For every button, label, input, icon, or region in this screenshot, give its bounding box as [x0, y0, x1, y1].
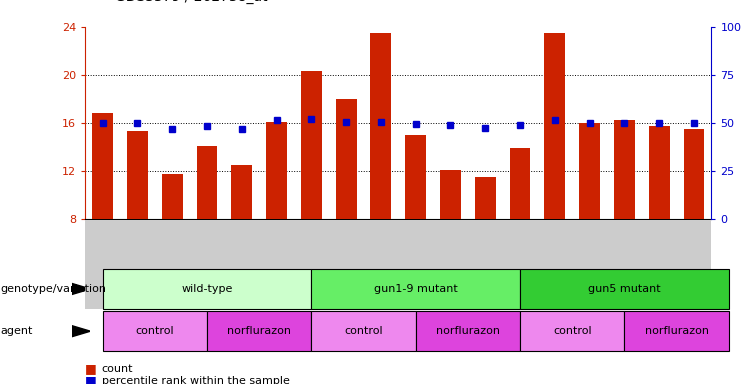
Text: control: control: [344, 326, 383, 336]
Bar: [683, 129, 705, 219]
Bar: [475, 177, 496, 219]
Bar: [405, 135, 426, 219]
Bar: [336, 99, 356, 219]
Bar: [231, 165, 252, 219]
Bar: [127, 131, 147, 219]
Bar: [196, 146, 217, 219]
Text: wild-type: wild-type: [182, 284, 233, 294]
Bar: [649, 126, 670, 219]
Bar: [162, 174, 182, 219]
Text: norflurazon: norflurazon: [227, 326, 291, 336]
Bar: [301, 71, 322, 219]
Text: count: count: [102, 364, 133, 374]
Text: control: control: [553, 326, 591, 336]
Text: ■: ■: [85, 374, 97, 384]
Text: control: control: [136, 326, 174, 336]
Text: agent: agent: [0, 326, 33, 336]
Bar: [545, 33, 565, 219]
Bar: [510, 148, 531, 219]
Text: norflurazon: norflurazon: [436, 326, 500, 336]
Text: norflurazon: norflurazon: [645, 326, 708, 336]
Text: gun1-9 mutant: gun1-9 mutant: [373, 284, 457, 294]
Text: ■: ■: [85, 362, 97, 375]
Polygon shape: [72, 283, 90, 295]
Bar: [92, 113, 113, 219]
Bar: [614, 121, 635, 219]
Text: percentile rank within the sample: percentile rank within the sample: [102, 376, 290, 384]
Polygon shape: [72, 326, 90, 337]
Bar: [266, 122, 287, 219]
Bar: [579, 123, 600, 219]
Text: gun5 mutant: gun5 mutant: [588, 284, 661, 294]
Bar: [370, 33, 391, 219]
Text: genotype/variation: genotype/variation: [0, 284, 106, 294]
Text: GDS3379 / 262738_at: GDS3379 / 262738_at: [115, 0, 268, 4]
Bar: [440, 170, 461, 219]
